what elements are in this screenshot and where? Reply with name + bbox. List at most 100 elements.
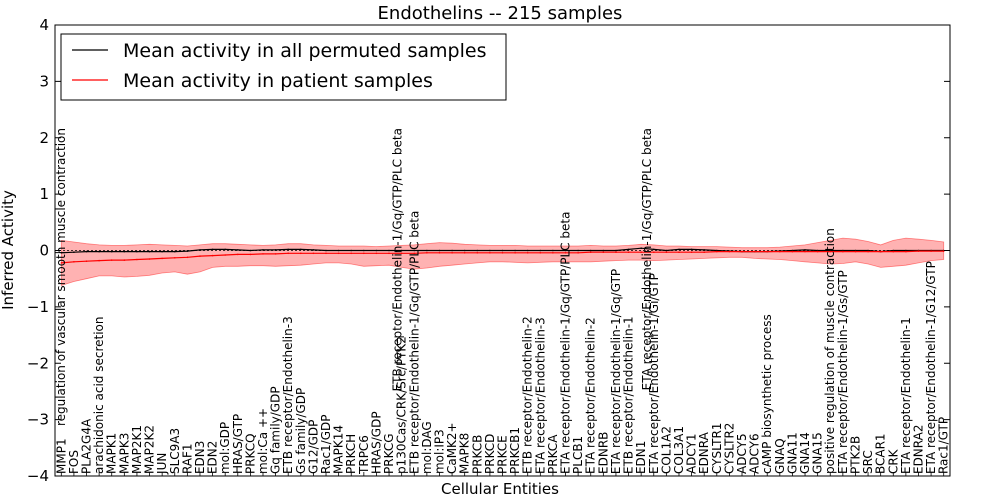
data-point [262,253,264,255]
data-point [678,251,680,253]
x-top-label: ETB receptor/Endothelin-1/Gq/GTP/PLC bet… [391,128,405,391]
x-tick-label: ETA receptor/Endothelin-1/Gq/GTP/PLC bet… [559,212,573,474]
x-tick-label: PRKCH [344,434,358,474]
data-point [400,249,403,252]
x-tick-label: EDNRA [697,431,711,474]
data-point [665,251,668,253]
x-tick-label: MAPK14 [332,425,346,474]
data-point [703,251,705,253]
data-point [451,252,453,254]
y-tick-label: 4 [39,16,49,34]
data-point [779,250,781,253]
x-tick-label: SRC [861,450,875,474]
data-point [463,252,466,254]
x-tick-label: EDNRA2 [912,425,926,475]
data-point [791,249,794,252]
x-tick-label: GNA15 [811,432,825,474]
data-point [892,250,895,253]
x-tick-label: MAP2K1 [130,425,144,474]
data-point [174,250,176,253]
x-tick-label: PRKCE [496,435,510,474]
y-tick-label: 3 [39,72,49,90]
data-point [375,252,378,255]
data-point [564,249,567,252]
x-tick-label: GNA14 [798,432,812,474]
data-point [312,252,315,255]
data-point [539,249,542,252]
x-tick-label: MAPK8 [458,433,472,474]
x-tick-label: Gs family/GDP [294,388,308,474]
x-tick-label: CYSLTR2 [722,423,736,474]
data-point [703,249,705,251]
data-point [489,249,491,252]
legend-label-permuted: Mean activity in all permuted samples [123,40,486,62]
data-point [363,252,365,255]
x-axis-label: Cellular Entities [441,480,559,498]
x-tick-label: MMP1 [54,438,68,474]
data-point [905,249,907,252]
data-point [60,252,63,254]
x-tick-label: ETB receptor/Endothelin-1/Gq/GTP/PLC bet… [407,211,421,474]
x-tick-label: ETA receptor/Endothelin-2 [584,317,598,474]
data-point [388,249,390,252]
x-tick-label: mol:Ca ++ [256,408,270,474]
legend: Mean activity in all permuted samples Me… [60,33,507,101]
data-point [640,251,642,253]
data-point [526,249,529,252]
data-point [804,249,806,251]
data-point [224,254,226,256]
data-point [136,258,138,261]
data-point [602,249,605,252]
data-point [640,247,642,249]
chart-title: Endothelins -- 215 samples [378,3,623,24]
data-point [564,252,567,254]
data-point [716,250,718,253]
data-point [148,258,151,260]
data-point [174,257,176,259]
data-point [60,262,63,264]
data-point [237,249,239,251]
data-point [829,249,831,252]
data-point [262,249,264,251]
data-point [602,251,605,253]
data-point [753,250,756,253]
data-point [161,257,163,260]
data-point [766,250,768,253]
data-point [589,249,592,252]
x-tick-label: ADCY5 [735,433,749,474]
data-point [161,250,163,253]
data-point [476,252,479,254]
data-point [842,250,844,253]
data-point [199,255,201,257]
data-point [514,249,516,252]
data-point [98,250,100,253]
x-tick-label: CYSLTR1 [710,423,724,474]
data-point [463,249,466,252]
x-tick-label: ETA receptor/Endothelin-1/Gs/GTP [836,270,850,474]
x-tick-label: PRKCQ [243,433,257,474]
data-point [526,252,529,254]
x-tick-label: mol:IP3 [433,429,447,474]
data-point [300,248,302,251]
x-tick-label: mol:GDP [218,422,232,474]
data-point [678,248,680,251]
data-point [552,252,554,254]
data-point [577,249,579,252]
x-tick-label: mol:DAG [420,421,434,474]
data-point [728,250,731,253]
x-tick-label: COL1A2 [659,426,673,474]
data-point [400,252,403,255]
data-point [110,259,113,261]
data-point [85,260,88,263]
y-tick-label: 2 [39,129,49,147]
x-tick-label: PLCB1 [571,436,585,474]
x-tick-label: RAF1 [180,443,194,474]
data-point [816,250,819,253]
data-point [804,250,806,253]
x-tick-label: SLC9A3 [168,428,182,474]
data-point [211,254,214,257]
data-point [186,256,189,259]
x-tick-label: EDN1 [634,441,648,474]
data-point [85,250,88,253]
